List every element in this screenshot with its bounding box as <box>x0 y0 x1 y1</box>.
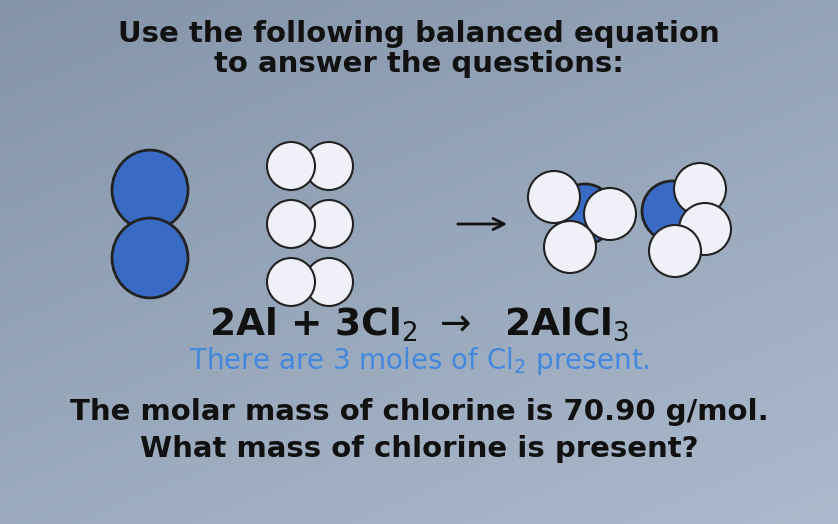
Ellipse shape <box>112 150 188 230</box>
Circle shape <box>528 171 580 223</box>
Text: to answer the questions:: to answer the questions: <box>214 50 624 78</box>
Circle shape <box>305 258 353 306</box>
Circle shape <box>642 181 702 241</box>
Text: Use the following balanced equation: Use the following balanced equation <box>118 20 720 48</box>
Text: There are 3 moles of Cl$_2$ present.: There are 3 moles of Cl$_2$ present. <box>189 345 649 377</box>
Circle shape <box>544 221 596 273</box>
Circle shape <box>267 142 315 190</box>
Circle shape <box>267 258 315 306</box>
Circle shape <box>555 184 615 244</box>
Circle shape <box>674 163 726 215</box>
Circle shape <box>305 200 353 248</box>
Text: The molar mass of chlorine is 70.90 g/mol.: The molar mass of chlorine is 70.90 g/mo… <box>70 398 768 426</box>
Circle shape <box>649 225 701 277</box>
Ellipse shape <box>112 218 188 298</box>
Circle shape <box>267 200 315 248</box>
Circle shape <box>305 142 353 190</box>
Circle shape <box>584 188 636 240</box>
Circle shape <box>679 203 731 255</box>
Text: What mass of chlorine is present?: What mass of chlorine is present? <box>140 435 698 463</box>
Text: 2Al + 3Cl$_2$ $\rightarrow$  2AlCl$_3$: 2Al + 3Cl$_2$ $\rightarrow$ 2AlCl$_3$ <box>209 305 629 343</box>
